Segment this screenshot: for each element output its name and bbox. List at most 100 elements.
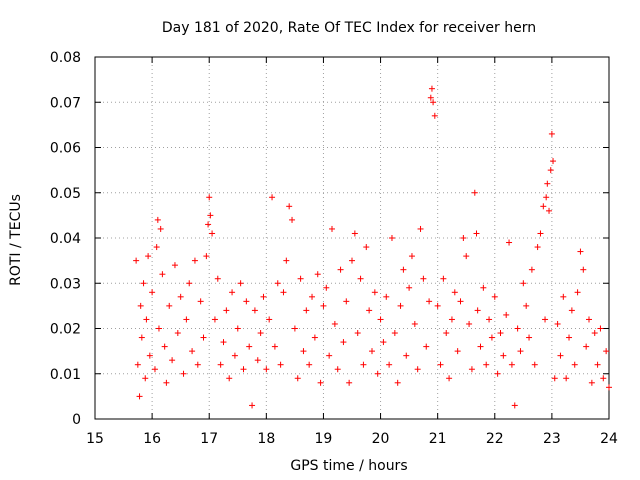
data-point: [523, 302, 530, 309]
data-point: [211, 316, 218, 323]
data-point: [563, 375, 570, 382]
data-point: [494, 370, 501, 377]
data-point: [186, 280, 193, 287]
data-point: [431, 112, 438, 119]
data-point: [537, 230, 544, 237]
x-tick-label: 18: [257, 431, 275, 447]
data-point: [383, 293, 390, 300]
data-point: [457, 298, 464, 305]
data-point: [603, 348, 610, 355]
data-point: [309, 293, 316, 300]
data-point: [586, 316, 593, 323]
data-point: [274, 280, 281, 287]
data-point: [197, 298, 204, 305]
data-point: [540, 203, 547, 210]
data-point: [334, 366, 341, 373]
data-point: [323, 284, 330, 291]
data-point: [291, 325, 298, 332]
data-point: [214, 275, 221, 282]
data-point: [177, 293, 184, 300]
data-point: [217, 361, 224, 368]
data-point: [594, 361, 601, 368]
data-point: [571, 361, 578, 368]
data-point: [314, 271, 321, 278]
data-points: [133, 85, 612, 409]
data-point: [251, 307, 258, 314]
data-point: [174, 330, 181, 337]
data-point: [142, 375, 149, 382]
data-point: [154, 216, 161, 223]
data-point: [531, 361, 538, 368]
data-point: [591, 330, 598, 337]
data-point: [171, 262, 178, 269]
data-point: [430, 99, 437, 106]
data-point: [388, 235, 395, 241]
data-point: [437, 361, 444, 368]
data-point: [246, 343, 253, 350]
data-point: [354, 330, 361, 337]
data-point: [503, 311, 510, 318]
data-point: [161, 343, 168, 350]
data-point: [286, 203, 293, 210]
data-point: [460, 235, 467, 241]
data-point: [317, 379, 324, 386]
data-point: [206, 194, 213, 201]
data-point: [140, 280, 147, 287]
data-point: [427, 94, 434, 101]
data-point: [266, 316, 273, 323]
data-point: [331, 320, 338, 327]
data-point: [500, 352, 507, 359]
data-point: [163, 379, 170, 386]
data-point: [491, 293, 498, 300]
data-point: [277, 361, 284, 368]
data-point: [366, 307, 373, 314]
data-point: [473, 230, 480, 237]
data-point: [337, 266, 344, 273]
data-point: [155, 325, 162, 332]
data-point: [153, 244, 160, 251]
data-point: [544, 180, 551, 187]
x-tick-label: 20: [372, 431, 390, 447]
data-point: [243, 298, 250, 305]
data-point: [226, 375, 233, 382]
data-point: [169, 357, 176, 364]
data-point: [346, 379, 353, 386]
data-point: [403, 352, 410, 359]
data-point: [508, 361, 515, 368]
data-point: [517, 348, 524, 355]
data-point: [546, 207, 553, 214]
data-point: [300, 348, 307, 355]
data-point: [580, 266, 587, 273]
data-point: [548, 130, 555, 137]
x-tick-label: 23: [543, 431, 561, 447]
x-tick-label: 24: [600, 431, 618, 447]
data-point: [420, 275, 427, 282]
data-point: [237, 280, 244, 287]
y-tick-labels: 0 0.01 0.02 0.03 0.04 0.05 0.06 0.07 0.08: [50, 50, 81, 428]
data-point: [234, 325, 241, 332]
data-point: [360, 361, 367, 368]
y-tick-label: 0.01: [50, 367, 81, 383]
data-point: [397, 302, 404, 309]
data-point: [411, 320, 418, 327]
data-point: [514, 325, 521, 332]
y-tick-label: 0.03: [50, 276, 81, 292]
data-point: [329, 225, 336, 232]
data-point: [260, 293, 267, 300]
data-point: [566, 334, 573, 341]
data-point: [468, 366, 475, 373]
data-point: [136, 393, 143, 400]
data-point: [534, 244, 541, 251]
data-point: [306, 361, 313, 368]
data-point: [511, 402, 518, 409]
data-point: [138, 334, 145, 341]
data-point: [497, 330, 504, 337]
y-tick-label: 0.05: [50, 186, 81, 202]
data-point: [574, 289, 581, 296]
data-point: [368, 348, 375, 355]
data-point: [351, 230, 358, 237]
data-point: [423, 343, 430, 350]
data-point: [205, 221, 212, 228]
data-point: [209, 230, 216, 237]
